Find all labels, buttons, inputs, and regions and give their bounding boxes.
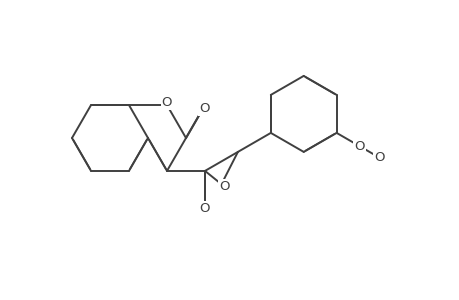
Text: O: O xyxy=(373,151,384,164)
Text: O: O xyxy=(353,140,364,153)
Text: O: O xyxy=(219,180,229,193)
Text: O: O xyxy=(198,101,209,115)
Text: O: O xyxy=(199,202,210,215)
Text: O: O xyxy=(162,96,172,109)
